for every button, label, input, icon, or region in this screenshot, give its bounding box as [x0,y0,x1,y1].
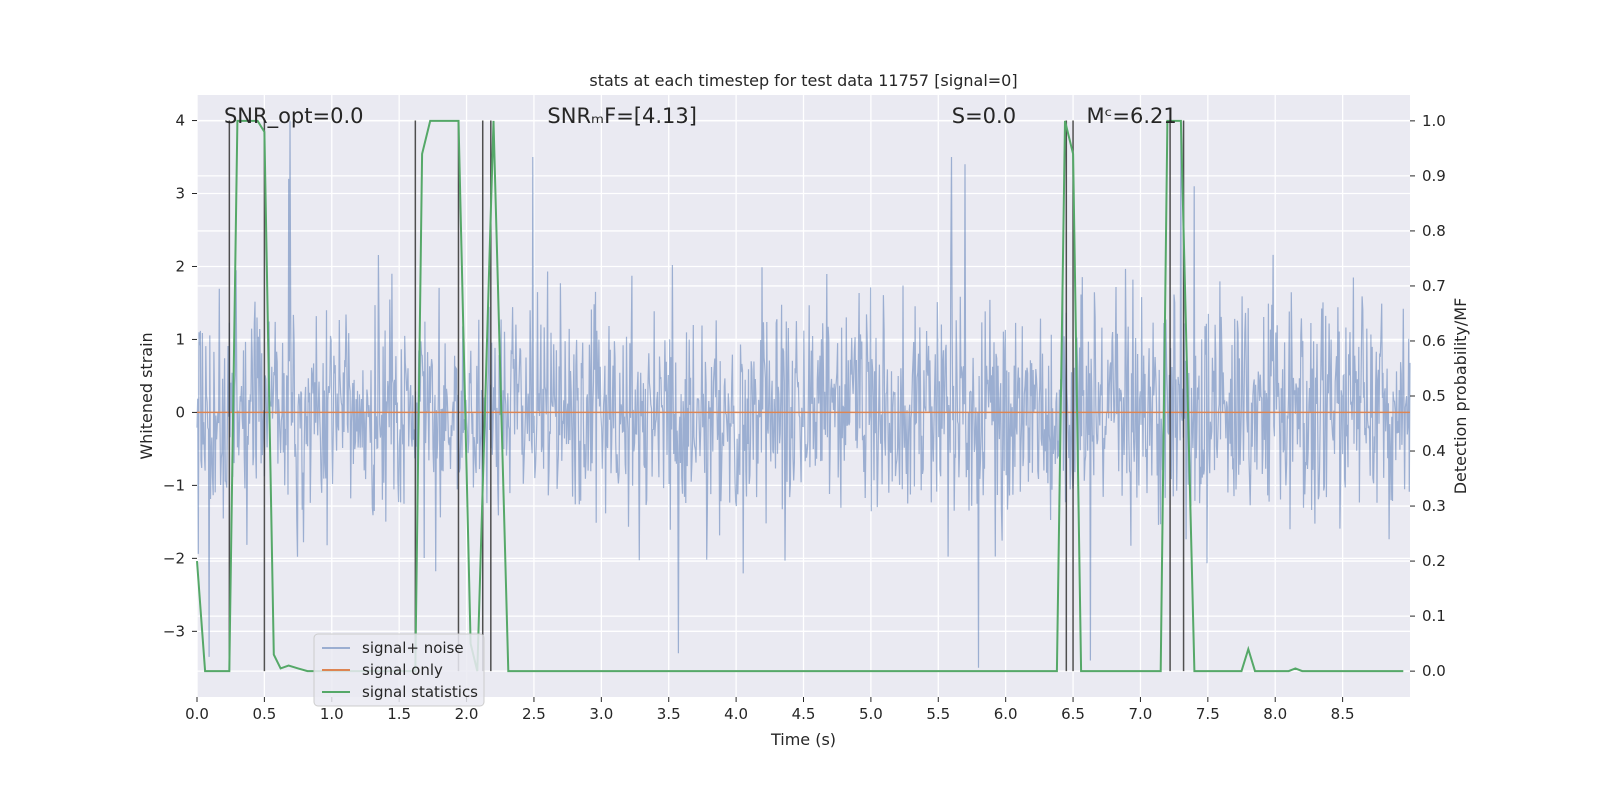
vertical-markers [228,120,1185,672]
annotation-snr-opt: SNR_opt=0.0 [224,104,364,129]
x-tick-label: 6.5 [1061,705,1085,723]
y-axis-label-left: Whitened strain [137,332,156,459]
x-tick-label: 0.0 [185,705,209,723]
y-tick-label-right: 0.9 [1422,167,1446,185]
y-tick-label-right: 0.6 [1422,332,1446,350]
annotations: SNR_opt=0.0 SNRₘF=[4.13] S=0.0 Mᶜ=6.21 [224,104,1177,129]
y-tick-label-right: 0.5 [1422,387,1446,405]
axis-ticks: 0.0 0.5 1.0 1.5 2.0 2.5 3.0 3.5 4.0 4.5 5.0 5.5 6.0 6… [163,112,1446,723]
y-tick-label-right: 0.3 [1422,497,1446,515]
annotation-s-stat: S=0.0 [952,104,1016,128]
chart-title: stats at each timestep for test data 117… [589,71,1017,90]
y-tick-label-right: 0.7 [1422,277,1446,295]
y-tick-label-left: 0 [175,403,185,421]
y-tick-label-left: 1 [175,330,185,348]
y-tick-label-right: 0.2 [1422,552,1446,570]
annotation-mc: Mᶜ=6.21 [1087,104,1177,128]
x-tick-label: 8.5 [1331,705,1355,723]
annotation-snr-mf: SNRₘF=[4.13] [547,104,697,128]
legend-label-signal-only: signal only [362,661,443,679]
legend-box [313,633,485,707]
x-tick-label: 5.5 [926,705,950,723]
x-tick-label: 0.5 [252,705,276,723]
series-signal-noise [196,120,1411,668]
y-tick-label-right: 0.4 [1422,442,1446,460]
x-tick-label: 1.0 [320,705,344,723]
x-tick-label: 8.0 [1263,705,1287,723]
y-tick-label-left: −3 [163,622,185,640]
series-signal-statistics [196,119,1404,673]
x-tick-label: 5.0 [859,705,883,723]
x-tick-label: 4.5 [792,705,816,723]
legend-label-signal-statistics: signal statistics [362,683,478,701]
legend: signal+ noise signal only signal statist… [313,633,485,707]
y-tick-label-right: 0.1 [1422,607,1446,625]
x-axis-label: Time (s) [770,730,836,749]
x-tick-label: 6.0 [994,705,1018,723]
legend-label-signal-noise: signal+ noise [362,639,464,657]
x-tick-label: 1.5 [387,705,411,723]
x-tick-label: 7.5 [1196,705,1220,723]
x-tick-label: 4.0 [724,705,748,723]
y-tick-label-left: −2 [163,549,185,567]
y-tick-label-left: 2 [175,257,185,275]
x-tick-label: 2.5 [522,705,546,723]
y-tick-label-right: 1.0 [1422,112,1446,130]
y-tick-label-right: 0.0 [1422,662,1446,680]
signal-statistics-line [196,119,1404,673]
y-axis-label-right: Detection probability/MF [1451,298,1470,495]
y-tick-label-right: 0.8 [1422,222,1446,240]
x-tick-label: 2.0 [455,705,479,723]
x-tick-label: 7.0 [1129,705,1153,723]
x-tick-label: 3.5 [657,705,681,723]
y-tick-label-left: 4 [175,112,185,130]
signal-noise-line [196,120,1411,668]
y-tick-label-left: −1 [163,476,185,494]
y-tick-label-left: 3 [175,185,185,203]
x-tick-label: 3.0 [589,705,613,723]
